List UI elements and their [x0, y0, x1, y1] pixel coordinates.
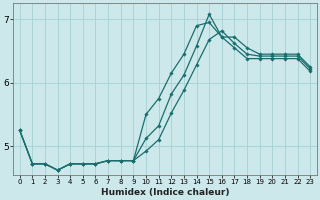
- X-axis label: Humidex (Indice chaleur): Humidex (Indice chaleur): [101, 188, 229, 197]
